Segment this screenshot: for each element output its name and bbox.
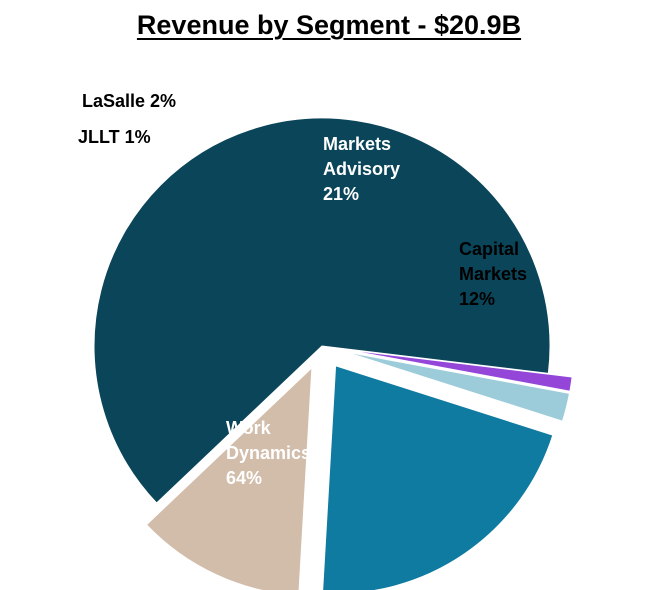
- slice-label-line: 12%: [459, 289, 495, 309]
- slice-label-line: Dynamics: [226, 443, 311, 463]
- pie-slice-lasalle: [345, 351, 571, 422]
- slice-label-capital-markets: Capital Markets 12%: [459, 239, 527, 309]
- slice-label-line: 21%: [323, 184, 359, 204]
- pie-slice-jllt: [345, 349, 573, 392]
- pie-slice-markets-advisory: [322, 365, 554, 590]
- pie-slice-work-dynamics: [93, 117, 551, 504]
- slice-label-line: Advisory: [323, 159, 400, 179]
- slice-label-line: Markets: [459, 264, 527, 284]
- chart-title: Revenue by Segment - $20.9B: [136, 10, 522, 40]
- pie-slice-capital-markets: [145, 366, 313, 590]
- slice-label-markets-advisory: Markets Advisory 21%: [323, 134, 400, 204]
- slice-label-line: LaSalle 2%: [82, 91, 176, 111]
- slice-label-line: Work: [226, 418, 272, 438]
- slice-label-lasalle: LaSalle 2%: [82, 91, 176, 111]
- slice-label-line: Capital: [459, 239, 519, 259]
- slice-label-jllt: JLLT 1%: [78, 127, 151, 147]
- slice-label-line: Markets: [323, 134, 391, 154]
- slice-label-work-dynamics: Work Dynamics 64%: [226, 418, 311, 488]
- slice-label-line: 64%: [226, 468, 262, 488]
- slice-label-line: JLLT 1%: [78, 127, 151, 147]
